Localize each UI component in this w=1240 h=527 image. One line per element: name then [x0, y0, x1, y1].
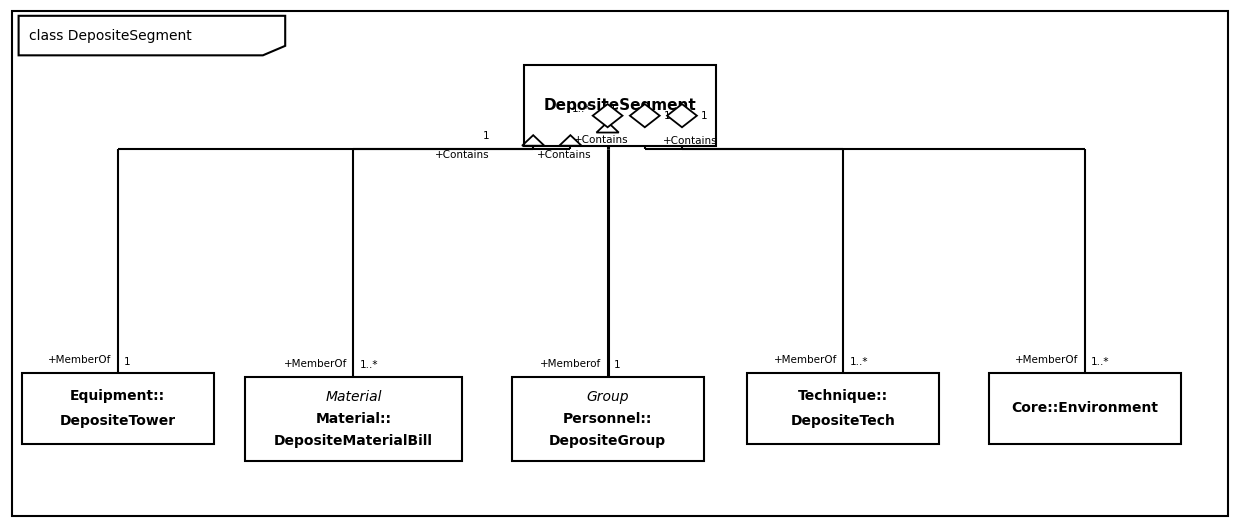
Text: DepositeSegment: DepositeSegment — [543, 98, 697, 113]
Text: 1: 1 — [610, 104, 616, 114]
Text: Core::Environment: Core::Environment — [1012, 402, 1158, 415]
Text: 1: 1 — [484, 131, 490, 141]
Text: Equipment::: Equipment:: — [71, 389, 165, 403]
Text: +Contains: +Contains — [663, 136, 718, 146]
Text: DepositeTech: DepositeTech — [791, 414, 895, 428]
Text: +MemberOf: +MemberOf — [1016, 355, 1079, 365]
Text: Group: Group — [587, 390, 629, 404]
Text: 1: 1 — [701, 111, 707, 121]
Text: +Contains: +Contains — [537, 151, 591, 160]
Text: 1: 1 — [614, 360, 620, 370]
Text: Technique::: Technique:: — [799, 389, 888, 403]
Text: class DepositeSegment: class DepositeSegment — [29, 28, 191, 43]
Bar — [746, 373, 940, 444]
Polygon shape — [19, 16, 285, 55]
Text: DepositeTower: DepositeTower — [60, 414, 176, 428]
Text: 1..*: 1..* — [572, 104, 590, 114]
Text: Material::: Material:: — [315, 412, 392, 426]
Text: +Contains: +Contains — [574, 134, 629, 144]
Text: Personnel::: Personnel:: — [563, 412, 652, 426]
Text: 1: 1 — [663, 111, 670, 121]
Polygon shape — [593, 104, 622, 127]
Bar — [990, 373, 1180, 444]
Polygon shape — [630, 104, 660, 127]
Text: +MemberOf: +MemberOf — [284, 359, 347, 369]
Text: +Contains: +Contains — [435, 151, 490, 160]
Text: DepositeMaterialBill: DepositeMaterialBill — [274, 434, 433, 448]
Text: +MemberOf: +MemberOf — [774, 355, 837, 365]
Bar — [511, 377, 704, 461]
Text: 1..*: 1..* — [849, 357, 868, 367]
Bar — [523, 64, 717, 146]
Text: 1: 1 — [124, 357, 130, 367]
Polygon shape — [667, 104, 697, 127]
Text: +MemberOf: +MemberOf — [48, 355, 112, 365]
Text: DepositeGroup: DepositeGroup — [549, 434, 666, 448]
Text: Material: Material — [325, 390, 382, 404]
Bar — [22, 373, 213, 444]
Text: 1..*: 1..* — [360, 360, 378, 370]
Text: 1..*: 1..* — [1091, 357, 1110, 367]
Text: +Memberof: +Memberof — [541, 359, 601, 369]
Bar — [244, 377, 461, 461]
